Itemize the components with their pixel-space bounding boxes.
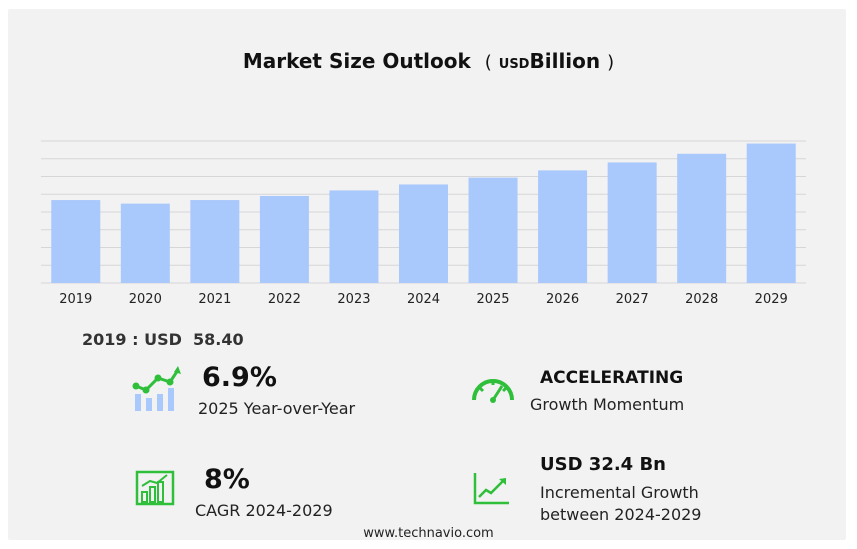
- bar-2028: [677, 153, 727, 283]
- incremental-value: USD 32.4 Bn: [540, 454, 666, 475]
- speedometer-icon: [472, 379, 514, 403]
- title-text: Market Size Outlook: [242, 49, 471, 73]
- bar-2021: [190, 200, 240, 283]
- bar-chart-icon: [135, 470, 175, 506]
- base-year-value: 2019 : USD 58.40: [82, 330, 244, 349]
- x-tick-label-2029: 2029: [755, 292, 788, 307]
- bar-chart: 2019 2020 2021 2022 2023 2024 2025 2026 2027 2028…: [41, 140, 806, 307]
- unit-suffix: Billion: [529, 49, 601, 73]
- unit-prefix: USD: [498, 57, 530, 72]
- cagr-label: CAGR 2024-2029: [195, 501, 333, 520]
- incremental-label-line1: Incremental Growth: [540, 483, 699, 502]
- momentum-value: ACCELERATING: [540, 368, 684, 388]
- bar-2024: [399, 184, 448, 283]
- bar-2026: [538, 170, 588, 283]
- x-tick-label-2020: 2020: [129, 292, 162, 307]
- bars: [51, 143, 796, 283]
- chart-title: Market Size Outlook ( USDBillion ): [0, 49, 857, 73]
- source-footer: www.technavio.com: [363, 526, 494, 541]
- bar-2025: [468, 177, 518, 283]
- x-tick-label-2021: 2021: [198, 292, 231, 307]
- close-paren: ): [607, 52, 615, 73]
- bar-2023: [329, 190, 379, 283]
- x-axis-tick-labels: 2019 2020 2021 2022 2023 2024 2025 2026 2027 2028…: [59, 292, 788, 307]
- x-tick-label-2024: 2024: [407, 292, 440, 307]
- bar-2020: [120, 203, 170, 283]
- yoy-value: 6.9%: [202, 362, 277, 393]
- growth-chart-icon: [132, 366, 181, 411]
- bar-2029: [746, 143, 796, 283]
- x-tick-label-2025: 2025: [476, 292, 509, 307]
- x-tick-label-2026: 2026: [546, 292, 579, 307]
- open-paren: (: [484, 52, 492, 73]
- cagr-value: 8%: [204, 464, 250, 495]
- x-tick-label-2028: 2028: [685, 292, 718, 307]
- bar-2019: [51, 200, 101, 283]
- x-tick-label-2027: 2027: [616, 292, 649, 307]
- x-tick-label-2022: 2022: [268, 292, 301, 307]
- trend-line-icon: [473, 473, 509, 505]
- incremental-label-line2: between 2024-2029: [540, 505, 702, 524]
- bar-2027: [607, 162, 657, 283]
- bar-2022: [259, 195, 309, 283]
- x-tick-label-2023: 2023: [337, 292, 370, 307]
- x-tick-label-2019: 2019: [59, 292, 92, 307]
- momentum-label: Growth Momentum: [530, 395, 685, 414]
- yoy-label: 2025 Year-over-Year: [198, 399, 356, 418]
